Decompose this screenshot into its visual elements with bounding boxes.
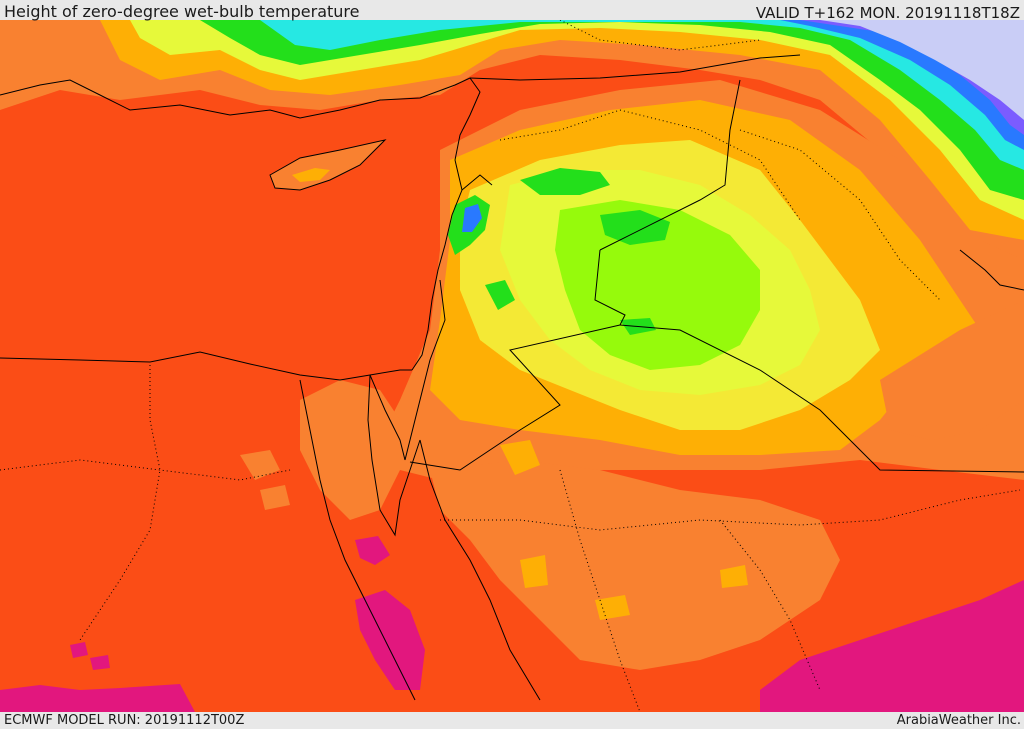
field-north-yellow <box>100 20 1024 240</box>
field-north-lavender <box>820 20 1024 120</box>
coastlines <box>0 77 1024 701</box>
border-israel <box>404 279 446 461</box>
model-run-label: ECMWF MODEL RUN: 20191112T00Z <box>4 713 245 728</box>
header-bar: Height of zero-degree wet-bulb temperatu… <box>0 0 1024 22</box>
field-north-lime <box>130 20 1024 220</box>
valid-time: VALID T+162 MON. 20191118T18Z <box>755 4 1020 22</box>
border-jordan-saudi <box>409 324 621 471</box>
field-levant-green-a <box>600 210 670 245</box>
field-egypt-orange-b <box>260 485 290 510</box>
coast-redsea-east <box>419 439 541 701</box>
field-sinai-orange <box>300 380 400 520</box>
coast-cyprus <box>269 139 387 191</box>
coast-levant <box>411 159 463 371</box>
field-north-band <box>0 20 1024 300</box>
field-levant-green-b <box>520 168 610 195</box>
border-egypt-israel <box>369 374 406 461</box>
map-canvas <box>0 20 1024 712</box>
border-jordan-iraq <box>594 249 626 326</box>
border-syria-iraq <box>599 79 741 251</box>
dotted-iraq-a <box>739 129 941 301</box>
dotted-iraq-b <box>619 109 801 221</box>
border-turkey-syria <box>469 54 801 81</box>
border-lebanon <box>461 174 493 191</box>
credit-label: ArabiaWeather Inc. <box>896 713 1021 728</box>
coast-turkey <box>0 77 481 161</box>
field-red-sea-dot-a <box>70 642 88 658</box>
dotted-syria <box>499 109 621 141</box>
field-egypt-orange-a <box>240 450 280 480</box>
field-levant-green-d <box>485 280 515 310</box>
coast-egypt-north <box>0 351 412 381</box>
field-red-sea-dot-b <box>90 655 110 670</box>
field-cyprus-core <box>292 168 330 182</box>
field-saudi-orange <box>430 460 840 670</box>
field-gulf-orange <box>880 300 1024 440</box>
field-se-magenta <box>760 580 1024 712</box>
field-saudi-amber-c <box>520 555 548 588</box>
field-sw-magenta <box>0 684 195 712</box>
dotted-saudi-c <box>719 519 821 691</box>
map-title: Height of zero-degree wet-bulb temperatu… <box>4 2 360 21</box>
border-iraq-saudi <box>619 324 1024 473</box>
weather-map <box>0 20 1024 712</box>
field-gulf-magenta-small <box>355 536 390 565</box>
dotted-egypt-a <box>79 365 161 641</box>
coast-suez-gulf <box>367 374 421 537</box>
coast-redsea-west <box>299 379 416 701</box>
field-lebanon-blue <box>462 204 482 232</box>
province-borders <box>0 20 1021 712</box>
field-saudi-amber-d <box>720 565 748 588</box>
field-saudi-amber-a <box>500 440 540 475</box>
footer-bar: ECMWF MODEL RUN: 20191112T00Z ArabiaWeat… <box>0 712 1024 729</box>
coast-gulf <box>959 249 1024 291</box>
country-borders <box>369 54 1024 473</box>
dotted-saudi-b <box>559 469 641 712</box>
field-levant-lime <box>555 200 760 370</box>
field-saudi-amber-b <box>595 595 630 620</box>
